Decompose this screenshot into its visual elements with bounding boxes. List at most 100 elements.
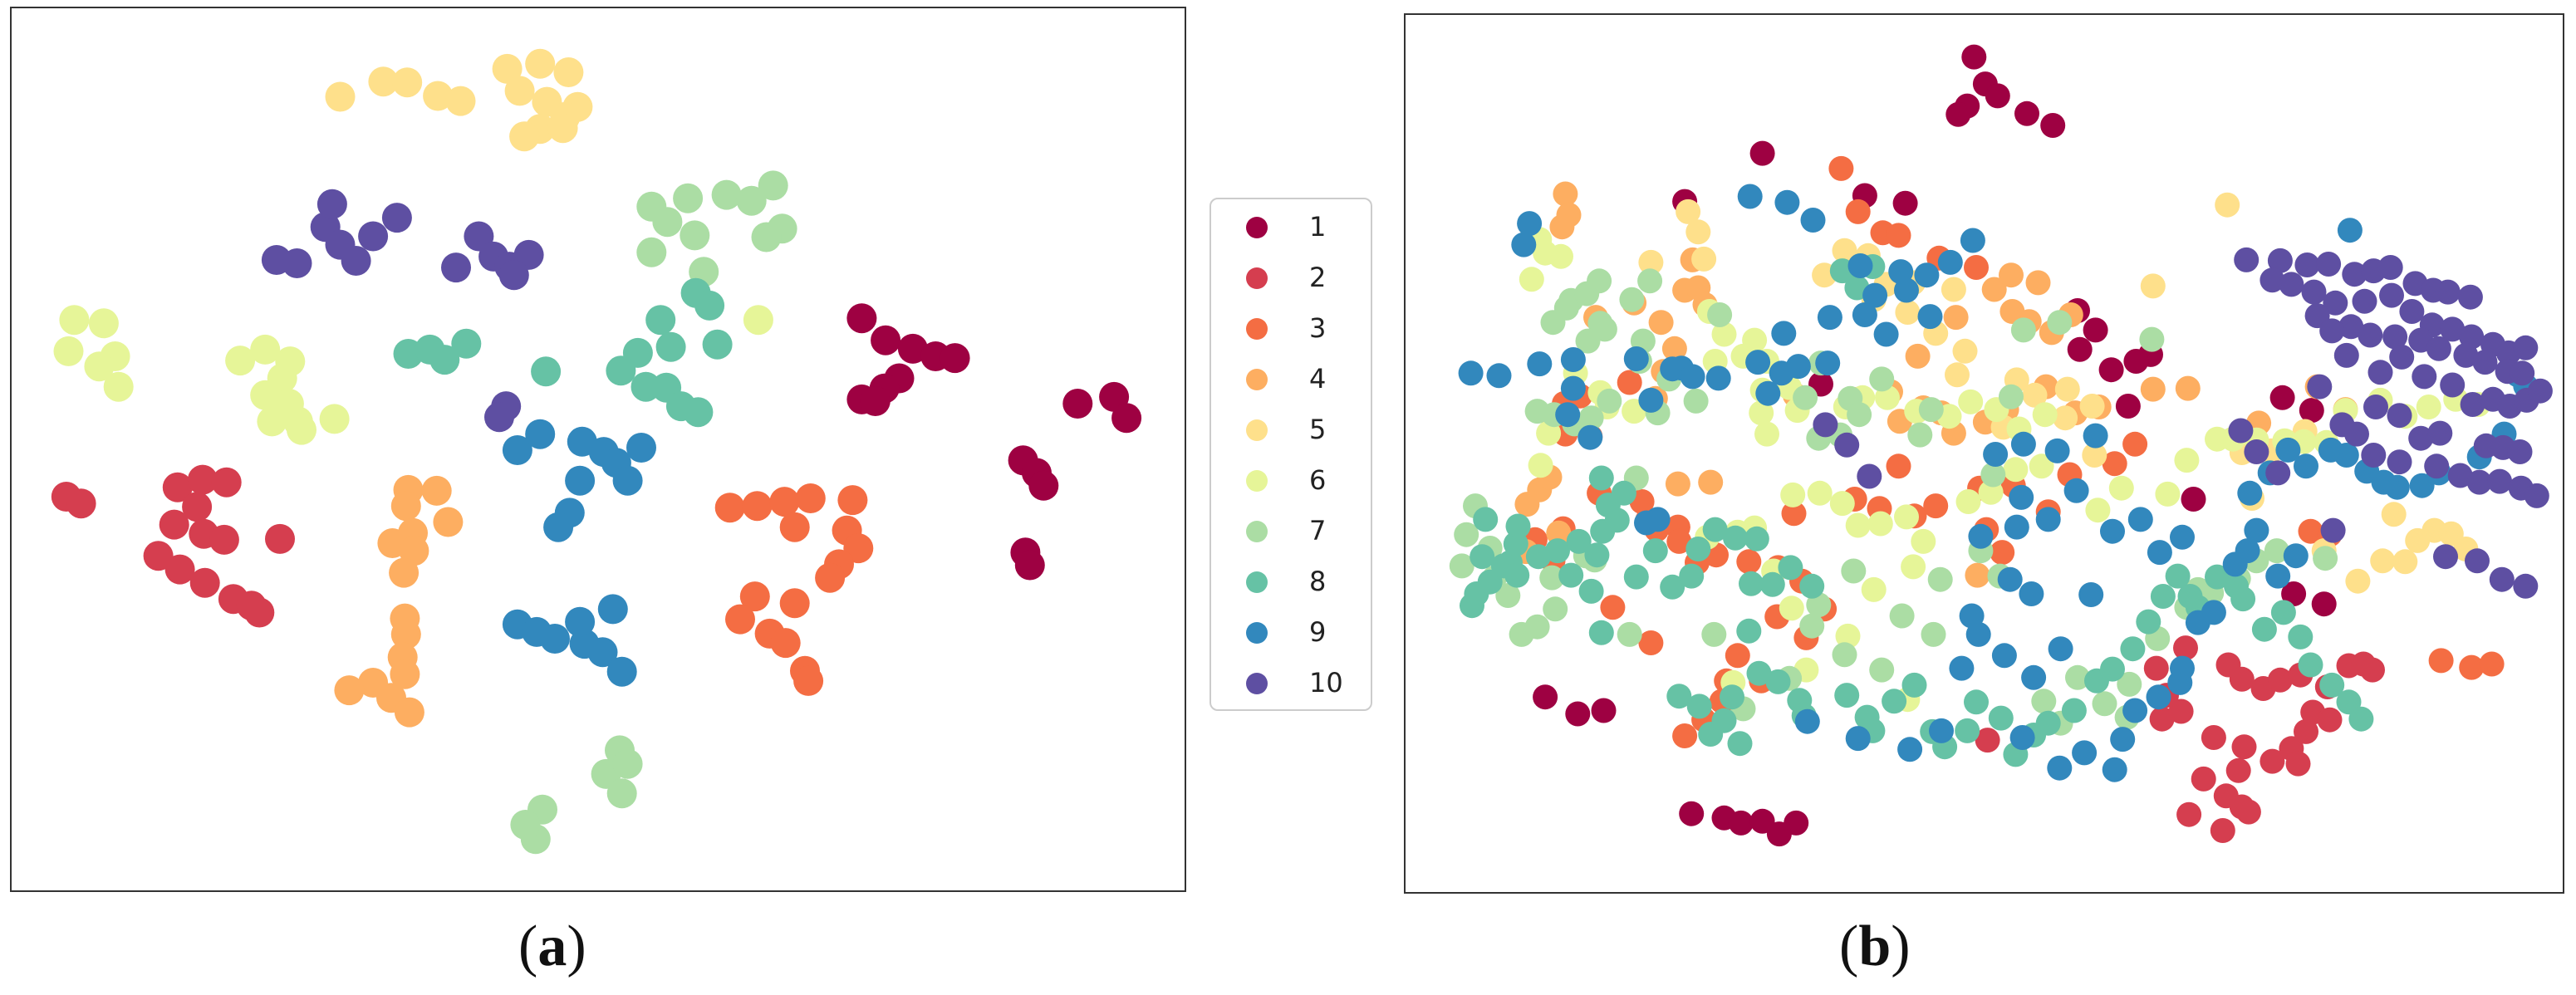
series-8 (1460, 254, 2374, 767)
data-point (1927, 566, 1953, 592)
data-point (2010, 431, 2036, 457)
data-point (2433, 544, 2458, 570)
data-point (2021, 664, 2047, 690)
scatter-plot-a (51, 48, 1142, 855)
legend-label: 9 (1309, 616, 1327, 648)
legend-item: 2 (1211, 253, 1371, 303)
data-point (1886, 453, 1911, 479)
data-point (2082, 443, 2107, 468)
legend-marker (1246, 571, 1268, 593)
data-point (725, 604, 755, 635)
legend: 1 2 3 4 5 6 7 8 9 10 (1209, 198, 1372, 711)
data-point (2382, 324, 2408, 350)
data-point (2466, 469, 2492, 495)
data-point (484, 402, 514, 433)
data-point (1943, 305, 1969, 331)
data-point (1892, 190, 1918, 216)
data-point (2524, 483, 2549, 508)
series-2 (1975, 635, 2385, 843)
data-point (2044, 438, 2070, 463)
data-point (1014, 550, 1045, 581)
series-6 (53, 305, 773, 445)
data-point (1857, 463, 1882, 489)
data-point (2053, 405, 2078, 431)
data-point (543, 512, 574, 542)
data-point (1736, 549, 1762, 575)
data-point (2457, 284, 2483, 310)
data-point (1813, 412, 1838, 438)
data-point (1835, 623, 1861, 649)
data-point (358, 221, 389, 252)
data-point (2408, 425, 2434, 451)
data-point (334, 675, 365, 706)
data-point (1862, 282, 1888, 308)
data-point (673, 183, 704, 213)
data-point (1111, 403, 1142, 434)
data-point (1524, 399, 1550, 424)
data-point (751, 222, 782, 252)
data-point (2275, 437, 2301, 463)
data-point (1997, 566, 2023, 592)
data-point (2513, 573, 2539, 599)
data-point (1949, 655, 1975, 681)
data-point (1685, 537, 1711, 561)
data-point (655, 331, 686, 362)
data-point (2399, 299, 2425, 324)
data-point (2360, 657, 2385, 683)
legend-marker (1246, 419, 1268, 441)
data-point (2120, 636, 2146, 662)
data-point (433, 507, 464, 537)
data-point (1578, 405, 1604, 431)
data-point (2022, 382, 2048, 408)
data-point (2513, 335, 2539, 360)
data-point (2040, 113, 2066, 138)
data-point (2333, 443, 2359, 468)
data-point (394, 697, 424, 728)
data-point (2110, 727, 2136, 752)
data-point (2047, 755, 2073, 781)
data-point (2029, 453, 2054, 479)
legend-item: 7 (1211, 507, 1371, 556)
legend-label: 2 (1309, 262, 1327, 293)
data-point (2155, 481, 2181, 507)
data-point (2150, 584, 2176, 609)
legend-label: 1 (1309, 211, 1327, 243)
data-point (441, 252, 471, 283)
data-point (1683, 388, 1709, 414)
data-point (1597, 388, 1622, 414)
data-point (1817, 305, 1842, 331)
data-point (2320, 517, 2346, 543)
data-point (2405, 527, 2431, 553)
data-point (498, 260, 529, 291)
data-point (1723, 525, 1748, 551)
series-8 (393, 277, 733, 428)
series-9 (1458, 184, 2539, 782)
data-point (1945, 101, 1971, 127)
data-point (2231, 734, 2257, 760)
legend-marker (1246, 217, 1268, 238)
legend-item: 9 (1211, 608, 1371, 658)
data-point (1638, 630, 1664, 655)
series-1 (846, 303, 1142, 581)
data-point (1707, 302, 1733, 327)
legend-label: 4 (1309, 363, 1327, 395)
data-point (1711, 321, 1737, 347)
data-point (1549, 214, 1575, 240)
data-point (1548, 243, 1573, 269)
data-point (1679, 801, 1705, 826)
data-point (652, 207, 683, 238)
data-point (1964, 255, 1989, 280)
data-point (1755, 380, 1781, 406)
data-point (2149, 706, 2175, 732)
data-point (626, 433, 656, 463)
data-point (2205, 564, 2230, 590)
caption-b: (b) (1839, 914, 1911, 978)
data-point (779, 588, 810, 619)
data-point (565, 606, 596, 637)
data-point (2048, 636, 2073, 662)
data-point (1780, 482, 1806, 507)
data-point (2426, 336, 2451, 361)
data-point (2294, 252, 2320, 277)
data-point (2165, 563, 2191, 589)
data-point (2235, 799, 2261, 825)
